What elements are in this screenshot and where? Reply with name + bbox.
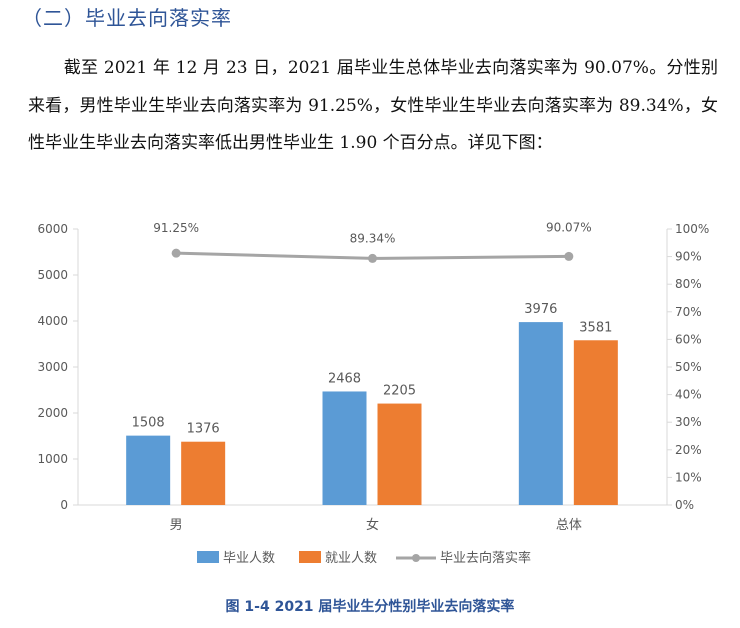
bar-data-label: 2468 <box>328 371 361 386</box>
category-label: 男 <box>170 518 183 533</box>
rate-point <box>171 248 181 258</box>
bar-employed <box>573 340 618 505</box>
right-tick-label: 90% <box>675 250 702 264</box>
bar-data-label: 1508 <box>132 416 165 431</box>
right-tick-label: 20% <box>675 443 702 457</box>
figure-caption: 图 1-4 2021 届毕业生分性别毕业去向落实率 <box>225 599 515 615</box>
left-tick-label: 5000 <box>37 268 68 282</box>
right-tick-label: 0% <box>675 498 694 512</box>
right-tick-label: 60% <box>675 332 702 346</box>
left-tick-label: 2000 <box>37 406 68 420</box>
rate-data-label: 91.25% <box>153 221 199 235</box>
body-paragraph: 截至 2021 年 12 月 23 日，2021 届毕业生总体毕业去向落实率为 … <box>28 58 718 153</box>
bar-line-chart: 0 1000 2000 3000 4000 5000 6000 0% 10% 20% 30% 40% 5… <box>37 220 709 566</box>
left-tick-label: 3000 <box>37 360 68 374</box>
left-tick-label: 1000 <box>37 452 68 466</box>
bar-graduates <box>518 322 563 505</box>
legend-label: 就业人数 <box>325 551 377 566</box>
right-tick-label: 10% <box>675 470 702 484</box>
section-heading: （二）毕业去向落实率 <box>22 6 232 30</box>
rate-data-label: 89.34% <box>350 231 396 245</box>
bar-data-label: 2205 <box>383 384 416 399</box>
left-tick-label: 6000 <box>37 222 68 236</box>
right-tick-label: 80% <box>675 277 702 291</box>
legend-label: 毕业人数 <box>223 551 275 566</box>
category-label: 总体 <box>556 518 582 533</box>
category-label: 女 <box>366 517 379 533</box>
left-tick-label: 0 <box>60 498 68 512</box>
bar-data-label: 3581 <box>579 320 612 335</box>
rate-point <box>564 251 574 261</box>
bar-employed <box>377 403 422 505</box>
legend-label: 毕业去向落实率 <box>440 550 531 566</box>
bar-graduates <box>126 435 171 505</box>
bar-data-label: 3976 <box>524 302 557 317</box>
legend-swatch-graduates <box>197 551 219 563</box>
right-tick-label: 100% <box>675 222 709 236</box>
rate-data-label: 90.07% <box>546 220 592 234</box>
legend-swatch-employed <box>299 551 321 563</box>
right-tick-label: 70% <box>675 305 702 319</box>
bar-data-label: 1376 <box>187 422 220 437</box>
right-tick-label: 40% <box>675 388 702 402</box>
bar-graduates <box>322 391 367 505</box>
right-tick-label: 50% <box>675 360 702 374</box>
rate-point <box>368 253 377 263</box>
right-tick-label: 30% <box>675 415 702 429</box>
legend-swatch-rate-point <box>412 554 420 562</box>
bar-employed <box>181 441 226 505</box>
left-tick-label: 4000 <box>37 314 68 328</box>
